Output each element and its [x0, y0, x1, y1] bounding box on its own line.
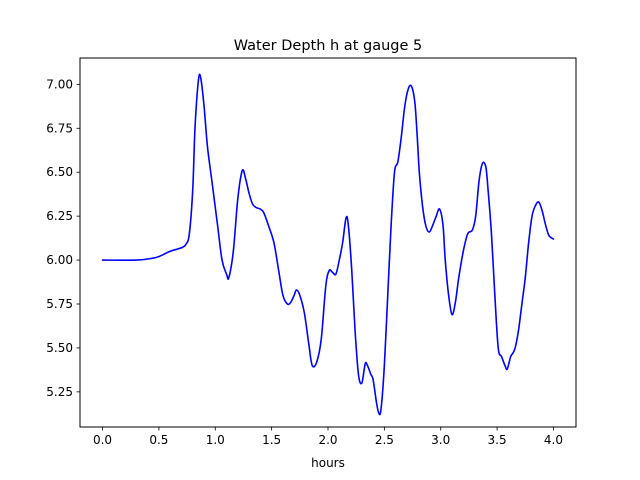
- y-tick-label: 5.25: [46, 385, 73, 399]
- y-tick-label: 6.25: [46, 209, 73, 223]
- x-tick-label: 1.0: [206, 433, 225, 447]
- plot-frame: [79, 57, 577, 428]
- series-line: [101, 73, 555, 416]
- plot-area: [80, 58, 576, 427]
- y-tick-label: 5.75: [46, 297, 73, 311]
- y-tick-label: 6.00: [46, 253, 73, 267]
- x-tick-label: 2.5: [375, 433, 394, 447]
- series-layer: [101, 73, 555, 416]
- chart-title: Water Depth h at gauge 5: [234, 38, 422, 54]
- y-tick-label: 5.50: [46, 341, 73, 355]
- y-tick-label: 7.00: [46, 77, 73, 91]
- x-tick-label: 3.5: [488, 433, 507, 447]
- x-axis-label: hours: [311, 456, 345, 470]
- tick-layer: 0.0 0.5 1.0 1.5 2.0 2.5 3.0 3.5 4.0 5.25 5.50 5.75 6…: [46, 77, 563, 447]
- y-tick-label: 6.50: [46, 165, 73, 179]
- x-tick-label: 4.0: [544, 433, 563, 447]
- x-tick-label: 3.0: [431, 433, 450, 447]
- x-tick-label: 2.0: [318, 433, 337, 447]
- x-tick-label: 0.0: [93, 433, 112, 447]
- x-tick-label: 0.5: [149, 433, 168, 447]
- y-tick-label: 6.75: [46, 121, 73, 135]
- x-tick-label: 1.5: [262, 433, 281, 447]
